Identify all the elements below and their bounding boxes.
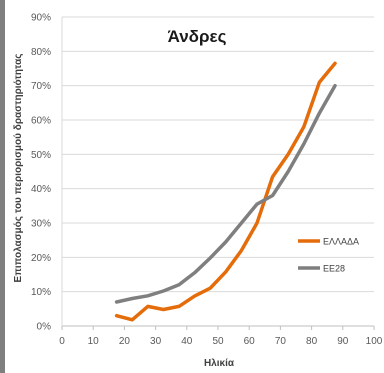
x-tick-label: 50	[212, 336, 224, 347]
series-line-eu28	[114, 83, 337, 304]
x-tick-label: 0	[59, 336, 65, 347]
y-tick-label: 30%	[31, 219, 51, 230]
y-tick-labels: 0% 10% 20% 30% 40% 50% 60% 70% 80% 90%	[31, 13, 51, 333]
legend-label: ΕΕ28	[323, 264, 345, 274]
y-tick-label: 80%	[31, 47, 51, 58]
x-tick-label: 60	[244, 336, 256, 347]
y-tick-label: 60%	[31, 116, 51, 127]
y-tick-label: 50%	[31, 150, 51, 161]
x-axis-title: Ηλικία	[204, 358, 235, 369]
left-border-bar	[0, 0, 5, 373]
x-tick-label: 90	[337, 336, 349, 347]
x-tick-label: 80	[306, 336, 318, 347]
x-tick-label: 70	[275, 336, 287, 347]
y-axis-title: Επιπολασμός του περιορισμού δραστηριότητ…	[13, 54, 24, 283]
x-tick-labels: 0 10 20 30 40 50 60 70 80 90 100	[59, 336, 383, 347]
y-tick-label: 10%	[31, 287, 51, 298]
y-tick-label: 90%	[31, 13, 51, 24]
axes	[61, 17, 375, 330]
x-tick-label: 30	[150, 336, 162, 347]
legend: ΕΛΛΑΔΑ ΕΕ28	[298, 237, 359, 274]
chart-title: Άνδρες	[168, 27, 227, 46]
y-tick-label: 0%	[37, 322, 52, 333]
y-tick-label: 40%	[31, 184, 51, 195]
series-lines	[114, 61, 337, 322]
legend-label: ΕΛΛΑΔΑ	[323, 237, 359, 247]
y-tick-label: 70%	[31, 81, 51, 92]
series-line-greece	[114, 61, 337, 322]
x-tick-label: 40	[181, 336, 193, 347]
x-tick-label: 10	[88, 336, 100, 347]
y-tick-label: 20%	[31, 253, 51, 264]
x-tick-label: 20	[119, 336, 131, 347]
x-tick-label: 100	[366, 336, 383, 347]
gridlines	[62, 16, 374, 293]
